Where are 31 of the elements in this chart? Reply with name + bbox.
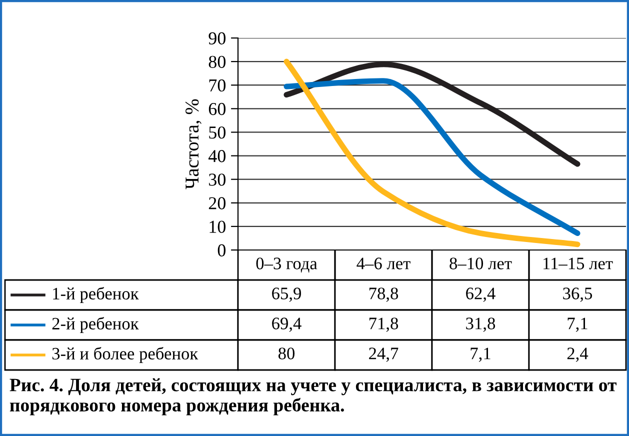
x-tick-label: 8–10 лет [450,258,512,270]
data-label: 36,5 [563,288,592,302]
x-tick-label: 0–3 года [256,258,318,273]
data-label: 7,1 [568,318,588,332]
y-tick-label: 90 [208,32,226,44]
y-tick-label: 40 [208,150,226,162]
data-label: 65,9 [272,288,301,302]
data-label: 7,1 [470,348,490,362]
data-label: 24,7 [369,348,398,362]
y-tick-label: 0 [218,244,226,256]
data-label: 31,8 [466,318,496,332]
y-tick-label: 50 [209,126,226,139]
data-label: 62,4 [466,288,496,302]
data-label: 2,4 [567,348,588,362]
data-label: 80 [278,348,295,360]
data-label: 78,8 [369,288,398,302]
y-tick-label: 60 [208,102,226,116]
legend-label: 1-й ребенок [53,286,139,304]
x-tick-label: 11–15 лет [544,258,613,270]
y-tick-label: 30 [209,174,226,186]
legend-label: 3-й и более ребенок [52,346,198,364]
data-label: 71,8 [369,318,398,332]
data-label: 69,4 [272,318,302,332]
y-tick-label: 10 [210,220,226,233]
y-tick-label: 70 [209,79,226,92]
y-tick-label: 80 [208,56,226,68]
x-tick-label: 4–6 лет [356,258,410,270]
legend-label: 2-й ребенок [52,316,139,334]
y-axis-title: Частота, % [186,99,202,190]
text: Рис. 4. Доля детей, состоящих на учете у специалиста, в зависимости от порядкового номера рождения ребенка. [10,378,616,416]
y-tick-label: 20 [208,197,226,210]
